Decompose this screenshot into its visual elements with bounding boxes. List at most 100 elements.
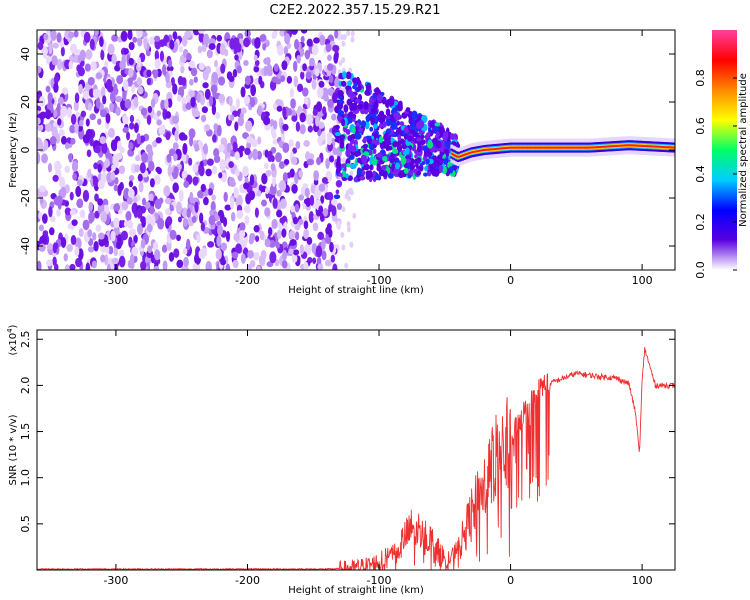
noise-speckle — [290, 98, 296, 109]
signal-speckle — [414, 158, 419, 164]
signal-speckle — [426, 140, 434, 149]
noise-speckle — [146, 114, 152, 125]
noise-speckle — [128, 142, 134, 150]
noise-speckle — [146, 223, 153, 233]
noise-speckle — [328, 74, 334, 84]
signal-speckle — [369, 126, 374, 132]
noise-speckle — [155, 137, 162, 144]
noise-speckle — [220, 242, 228, 252]
signal-speckle — [343, 104, 349, 113]
noise-speckle — [189, 78, 194, 86]
noise-speckle — [267, 226, 273, 236]
noise-speckle — [315, 101, 323, 112]
noise-speckle — [126, 131, 131, 141]
noise-speckle — [206, 158, 214, 166]
noise-speckle — [85, 262, 91, 270]
noise-speckle — [341, 57, 346, 64]
noise-speckle — [288, 139, 294, 148]
noise-speckle — [350, 30, 355, 37]
noise-speckle — [346, 30, 351, 37]
noise-speckle — [312, 108, 318, 116]
noise-speckle — [91, 260, 97, 269]
signal-speckle — [334, 132, 342, 137]
noise-speckle — [327, 87, 335, 96]
signal-speckle — [449, 166, 454, 174]
noise-speckle — [186, 53, 192, 61]
noise-speckle — [60, 46, 65, 57]
noise-speckle — [45, 123, 53, 132]
noise-speckle — [321, 176, 328, 184]
noise-speckle — [93, 162, 99, 170]
signal-speckle — [354, 133, 362, 140]
noise-speckle — [137, 173, 143, 182]
signal-speckle — [345, 71, 352, 80]
noise-speckle — [92, 232, 97, 241]
noise-speckle — [74, 92, 80, 104]
noise-speckle — [68, 153, 73, 163]
noise-speckle — [218, 172, 223, 179]
noise-speckle — [281, 228, 287, 238]
spectrogram-signal — [333, 71, 675, 200]
noise-speckle — [141, 197, 147, 206]
noise-speckle — [53, 82, 59, 93]
snr-y-multiplier: (x104) — [6, 324, 19, 355]
noise-speckle — [253, 54, 258, 62]
noise-speckle — [123, 48, 129, 55]
noise-speckle — [261, 199, 267, 207]
noise-speckle — [243, 60, 249, 67]
snr-x-tick-label: 0 — [507, 574, 514, 587]
noise-speckle — [235, 243, 242, 254]
noise-speckle — [173, 166, 179, 177]
colorbar-tick-label: 0.6 — [694, 117, 707, 135]
noise-speckle — [247, 250, 254, 259]
noise-speckle — [245, 120, 253, 132]
noise-speckle — [191, 215, 197, 223]
noise-speckle — [60, 135, 67, 145]
noise-speckle — [83, 31, 91, 44]
noise-speckle — [39, 111, 47, 119]
noise-speckle — [281, 60, 288, 71]
noise-speckle — [113, 203, 121, 212]
noise-speckle — [57, 96, 64, 105]
spectrogram-y-tick-label: -40 — [19, 237, 32, 255]
noise-speckle — [288, 248, 294, 255]
noise-speckle — [51, 126, 58, 138]
noise-speckle — [119, 60, 126, 70]
noise-speckle — [128, 180, 134, 188]
noise-speckle — [139, 162, 146, 174]
noise-speckle — [239, 222, 246, 232]
noise-speckle — [327, 63, 334, 71]
noise-speckle — [290, 30, 298, 35]
noise-speckle — [208, 95, 214, 107]
noise-speckle — [148, 193, 154, 201]
colorbar-label: Normalized spectral amplitude — [738, 73, 749, 227]
noise-speckle — [271, 218, 278, 230]
noise-speckle — [188, 60, 196, 69]
noise-speckle — [127, 30, 133, 41]
signal-speckle — [429, 121, 435, 128]
noise-speckle — [92, 88, 100, 99]
noise-speckle — [294, 38, 300, 50]
noise-speckle — [114, 64, 121, 72]
signal-speckle — [341, 170, 347, 178]
noise-speckle — [231, 251, 239, 259]
noise-speckle — [234, 54, 239, 61]
noise-speckle — [344, 262, 349, 269]
noise-speckle — [253, 66, 260, 73]
noise-speckle — [44, 109, 52, 120]
noise-speckle — [122, 115, 129, 125]
noise-speckle — [123, 220, 129, 228]
noise-speckle — [41, 45, 49, 57]
noise-speckle — [113, 249, 118, 257]
noise-speckle — [74, 123, 79, 134]
signal-speckle — [407, 135, 413, 142]
noise-speckle — [75, 257, 83, 268]
noise-speckle — [167, 165, 173, 177]
signal-speckle — [416, 145, 422, 152]
noise-speckle — [61, 87, 68, 95]
noise-speckle — [136, 132, 141, 145]
noise-speckle — [196, 93, 201, 104]
noise-speckle — [291, 254, 298, 263]
noise-speckle — [318, 80, 325, 88]
noise-speckle — [166, 65, 174, 72]
